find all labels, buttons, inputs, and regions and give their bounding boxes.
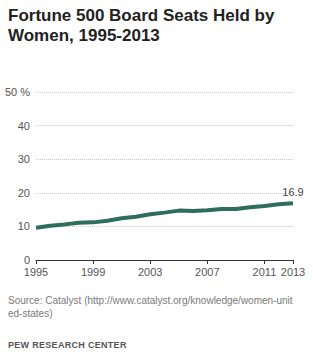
svg-text:1999: 1999 bbox=[81, 266, 105, 278]
svg-text:10: 10 bbox=[18, 220, 30, 232]
html-text:Fortune 500 Board Seats Held b: Fortune 500 Board Seats Held by Women, 1… bbox=[8, 6, 275, 45]
svg-text:20: 20 bbox=[18, 187, 30, 199]
html-text:Source: Catalyst (http://www.c: Source: Catalyst (http://www.catalyst.or… bbox=[8, 295, 293, 319]
svg-text:2003: 2003 bbox=[138, 266, 162, 278]
svg-text:40: 40 bbox=[18, 120, 30, 132]
html-text:PEW RESEARCH CENTER: PEW RESEARCH CENTER bbox=[8, 340, 127, 350]
svg-text:2011: 2011 bbox=[253, 266, 277, 278]
svg-text:2007: 2007 bbox=[195, 266, 219, 278]
svg-text:1995: 1995 bbox=[24, 266, 48, 278]
svg-text:2013: 2013 bbox=[281, 266, 305, 278]
svg-text:0: 0 bbox=[24, 254, 30, 266]
svg-text:30: 30 bbox=[18, 153, 30, 165]
svg-text:50 %: 50 % bbox=[5, 86, 30, 98]
svg-text:16.9: 16.9 bbox=[282, 186, 303, 198]
